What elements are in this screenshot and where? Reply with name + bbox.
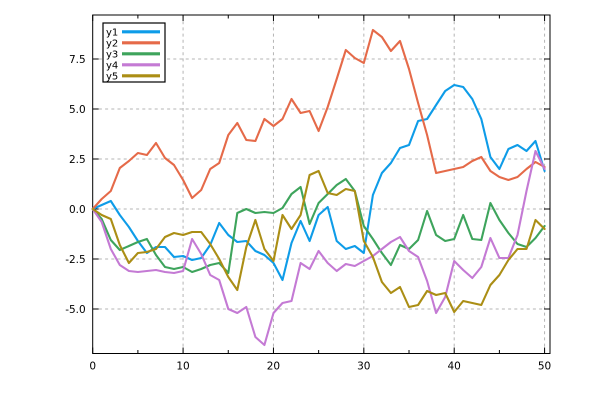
x-axis-tick-label: 10: [176, 361, 189, 373]
x-axis-tick-label: 30: [357, 361, 370, 373]
y-axis-tick-label: -2.5: [65, 254, 86, 266]
series-line-y3: [91, 177, 546, 275]
legend-item-label-y2: y2: [106, 38, 118, 49]
series-line-y5: [91, 169, 546, 314]
legend-item-label-y5: y5: [106, 71, 118, 82]
legend-item-label-y4: y4: [106, 60, 118, 71]
x-axis-tick-label: 40: [448, 361, 461, 373]
y-axis-tick-label: 5.0: [69, 104, 86, 116]
x-axis-tick-label: 0: [89, 361, 96, 373]
y-axis-tick-label: -5.0: [65, 304, 86, 316]
legend-item-label-y1: y1: [106, 27, 118, 38]
series-line-y1: [91, 83, 546, 282]
y-axis-tick-label: 7.5: [69, 54, 86, 66]
x-axis-tick-label: 50: [538, 361, 551, 373]
y-axis-tick-label: 0.0: [69, 204, 86, 216]
series-line-y2: [91, 28, 546, 211]
plot-border: [92, 14, 551, 354]
y-axis-tick-label: 2.5: [69, 154, 86, 166]
legend-item-label-y3: y3: [106, 49, 118, 60]
series-line-y4: [91, 149, 546, 347]
x-axis-tick-label: 20: [267, 361, 280, 373]
